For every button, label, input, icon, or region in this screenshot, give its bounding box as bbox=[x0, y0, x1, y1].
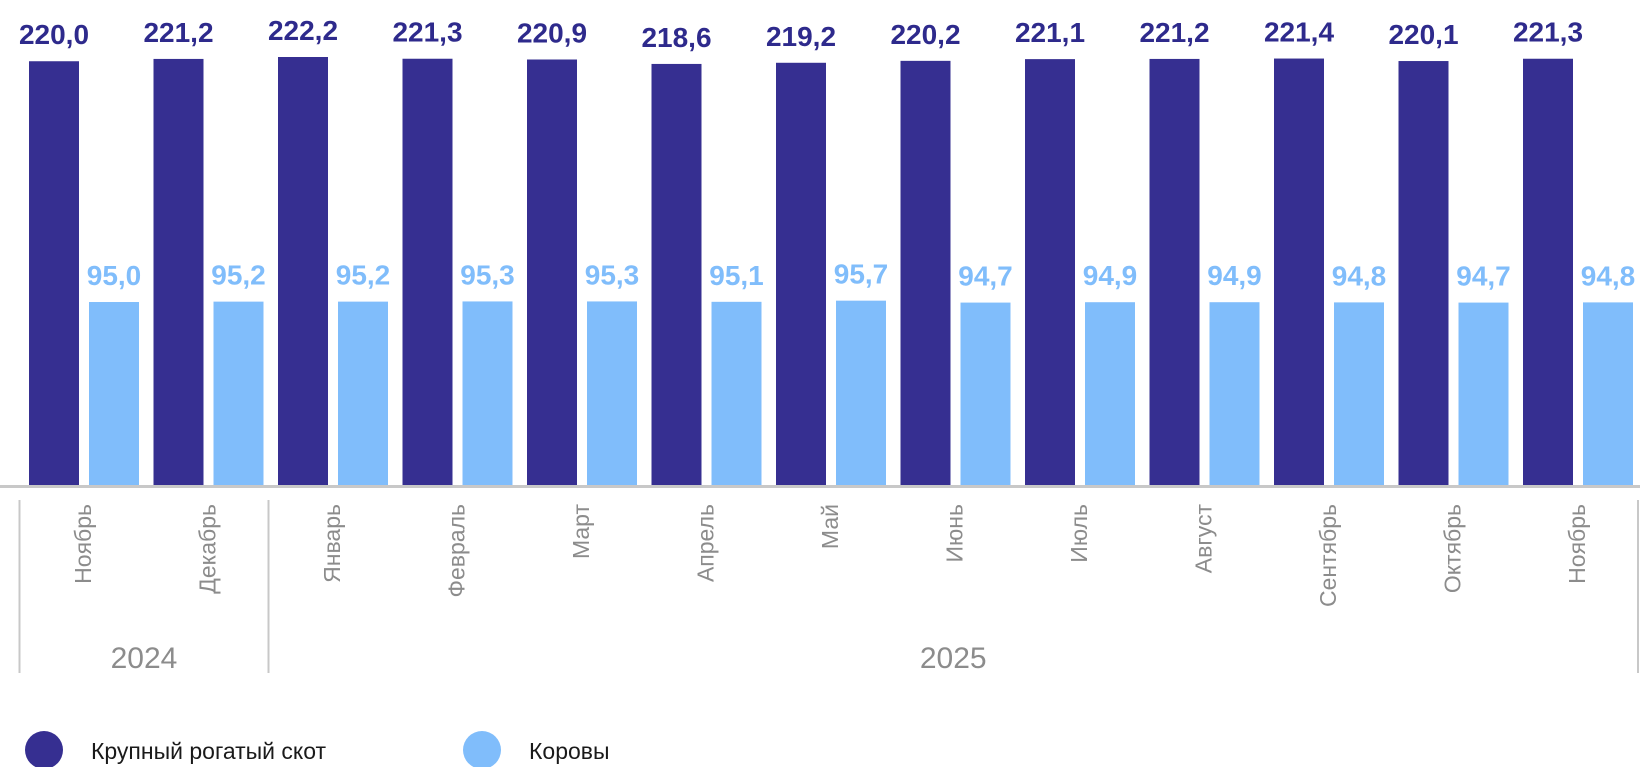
value-label-cows-7: 94,7 bbox=[958, 261, 1013, 292]
value-labels-layer: 220,0 221,2 222,2 221,3 220,9 218,6 219,2 220,2… bbox=[19, 15, 1635, 292]
bar-cattle-5 bbox=[651, 63, 702, 485]
value-label-cows-9: 94,9 bbox=[1207, 260, 1262, 291]
value-label-cattle-4: 220,9 bbox=[517, 18, 587, 49]
x-tick-label-6: Май bbox=[817, 504, 843, 549]
bar-cows-10 bbox=[1334, 302, 1384, 485]
legend-label-cattle: Крупный рогатый скот bbox=[91, 738, 327, 764]
value-label-cattle-1: 221,2 bbox=[143, 17, 213, 48]
x-tick-label-12: Ноябрь bbox=[1564, 504, 1590, 584]
bar-cattle-10 bbox=[1274, 58, 1324, 485]
x-tick-label-3: Февраль bbox=[444, 504, 470, 597]
value-label-cows-1: 95,2 bbox=[211, 260, 266, 291]
value-label-cows-11: 94,7 bbox=[1456, 261, 1511, 292]
bar-cattle-4 bbox=[527, 59, 577, 485]
bar-cattle-2 bbox=[278, 57, 328, 485]
bar-cattle-7 bbox=[900, 60, 951, 485]
value-label-cows-10: 94,8 bbox=[1332, 260, 1387, 291]
category-labels-layer: Ноябрь Декабрь Январь Февраль Март Апрель Май И… bbox=[70, 504, 1590, 608]
year-group-label-1: 2025 bbox=[920, 642, 987, 675]
x-tick-label-0: Ноябрь bbox=[70, 504, 96, 584]
x-tick-label-8: Июль bbox=[1066, 504, 1092, 563]
legend: Крупный рогатый скот Коровы bbox=[25, 731, 610, 767]
value-label-cattle-9: 221,2 bbox=[1139, 17, 1209, 48]
bar-cows-12 bbox=[1583, 302, 1633, 485]
legend-item-cows: Коровы bbox=[463, 731, 610, 767]
value-label-cows-8: 94,9 bbox=[1083, 260, 1138, 291]
bar-cattle-12 bbox=[1523, 58, 1573, 485]
legend-label-cows: Коровы bbox=[529, 738, 610, 764]
x-tick-label-11: Октябрь bbox=[1440, 504, 1466, 593]
x-tick-label-10: Сентябрь bbox=[1315, 504, 1341, 607]
x-tick-label-1: Декабрь bbox=[195, 504, 221, 594]
value-label-cattle-10: 221,4 bbox=[1264, 17, 1334, 48]
value-label-cows-2: 95,2 bbox=[336, 260, 391, 291]
legend-swatch-cattle bbox=[25, 731, 63, 767]
bar-cows-3 bbox=[462, 301, 513, 485]
bar-cattle-11 bbox=[1398, 61, 1449, 485]
value-label-cattle-2: 222,2 bbox=[268, 15, 338, 46]
bar-cows-0 bbox=[89, 302, 139, 485]
x-tick-label-2: Январь bbox=[319, 504, 345, 583]
value-label-cattle-8: 221,1 bbox=[1015, 17, 1085, 48]
value-label-cows-4: 95,3 bbox=[585, 259, 640, 290]
bar-cows-5 bbox=[711, 301, 762, 485]
x-tick-label-9: Август bbox=[1191, 504, 1217, 574]
bar-cattle-3 bbox=[402, 58, 453, 485]
value-label-cattle-12: 221,3 bbox=[1513, 17, 1583, 48]
bar-cows-1 bbox=[213, 301, 264, 485]
bar-cattle-6 bbox=[776, 62, 826, 486]
value-label-cattle-0: 220,0 bbox=[19, 19, 89, 50]
bar-cows-4 bbox=[587, 301, 637, 485]
bar-cows-11 bbox=[1458, 302, 1509, 485]
x-tick-label-4: Март bbox=[568, 504, 594, 559]
value-label-cows-5: 95,1 bbox=[709, 260, 764, 291]
bar-cattle-9 bbox=[1149, 58, 1200, 485]
value-label-cows-3: 95,3 bbox=[460, 259, 515, 290]
value-label-cattle-3: 221,3 bbox=[392, 17, 462, 48]
bar-cows-2 bbox=[338, 301, 388, 485]
legend-swatch-cows bbox=[463, 731, 501, 767]
bar-cows-7 bbox=[960, 302, 1011, 485]
value-label-cows-0: 95,0 bbox=[87, 260, 142, 291]
x-tick-label-5: Апрель bbox=[693, 504, 719, 582]
value-label-cattle-7: 220,2 bbox=[890, 19, 960, 50]
bar-cattle-0 bbox=[29, 61, 79, 486]
year-groups-layer: 2024 2025 bbox=[18, 500, 1639, 675]
value-label-cows-12: 94,8 bbox=[1581, 260, 1636, 291]
legend-item-cattle: Крупный рогатый скот bbox=[25, 731, 327, 767]
bar-cows-6 bbox=[836, 300, 886, 485]
bars-layer bbox=[29, 57, 1633, 486]
year-group-label-0: 2024 bbox=[111, 642, 178, 675]
x-tick-label-7: Июнь bbox=[942, 504, 968, 562]
value-label-cattle-5: 218,6 bbox=[641, 22, 711, 53]
bar-cattle-8 bbox=[1025, 59, 1075, 486]
value-label-cows-6: 95,7 bbox=[834, 259, 889, 290]
value-label-cattle-11: 220,1 bbox=[1388, 19, 1458, 50]
bar-cows-8 bbox=[1085, 302, 1135, 485]
value-label-cattle-6: 219,2 bbox=[766, 21, 836, 52]
bar-cows-9 bbox=[1209, 302, 1260, 485]
bar-cattle-1 bbox=[153, 58, 204, 485]
